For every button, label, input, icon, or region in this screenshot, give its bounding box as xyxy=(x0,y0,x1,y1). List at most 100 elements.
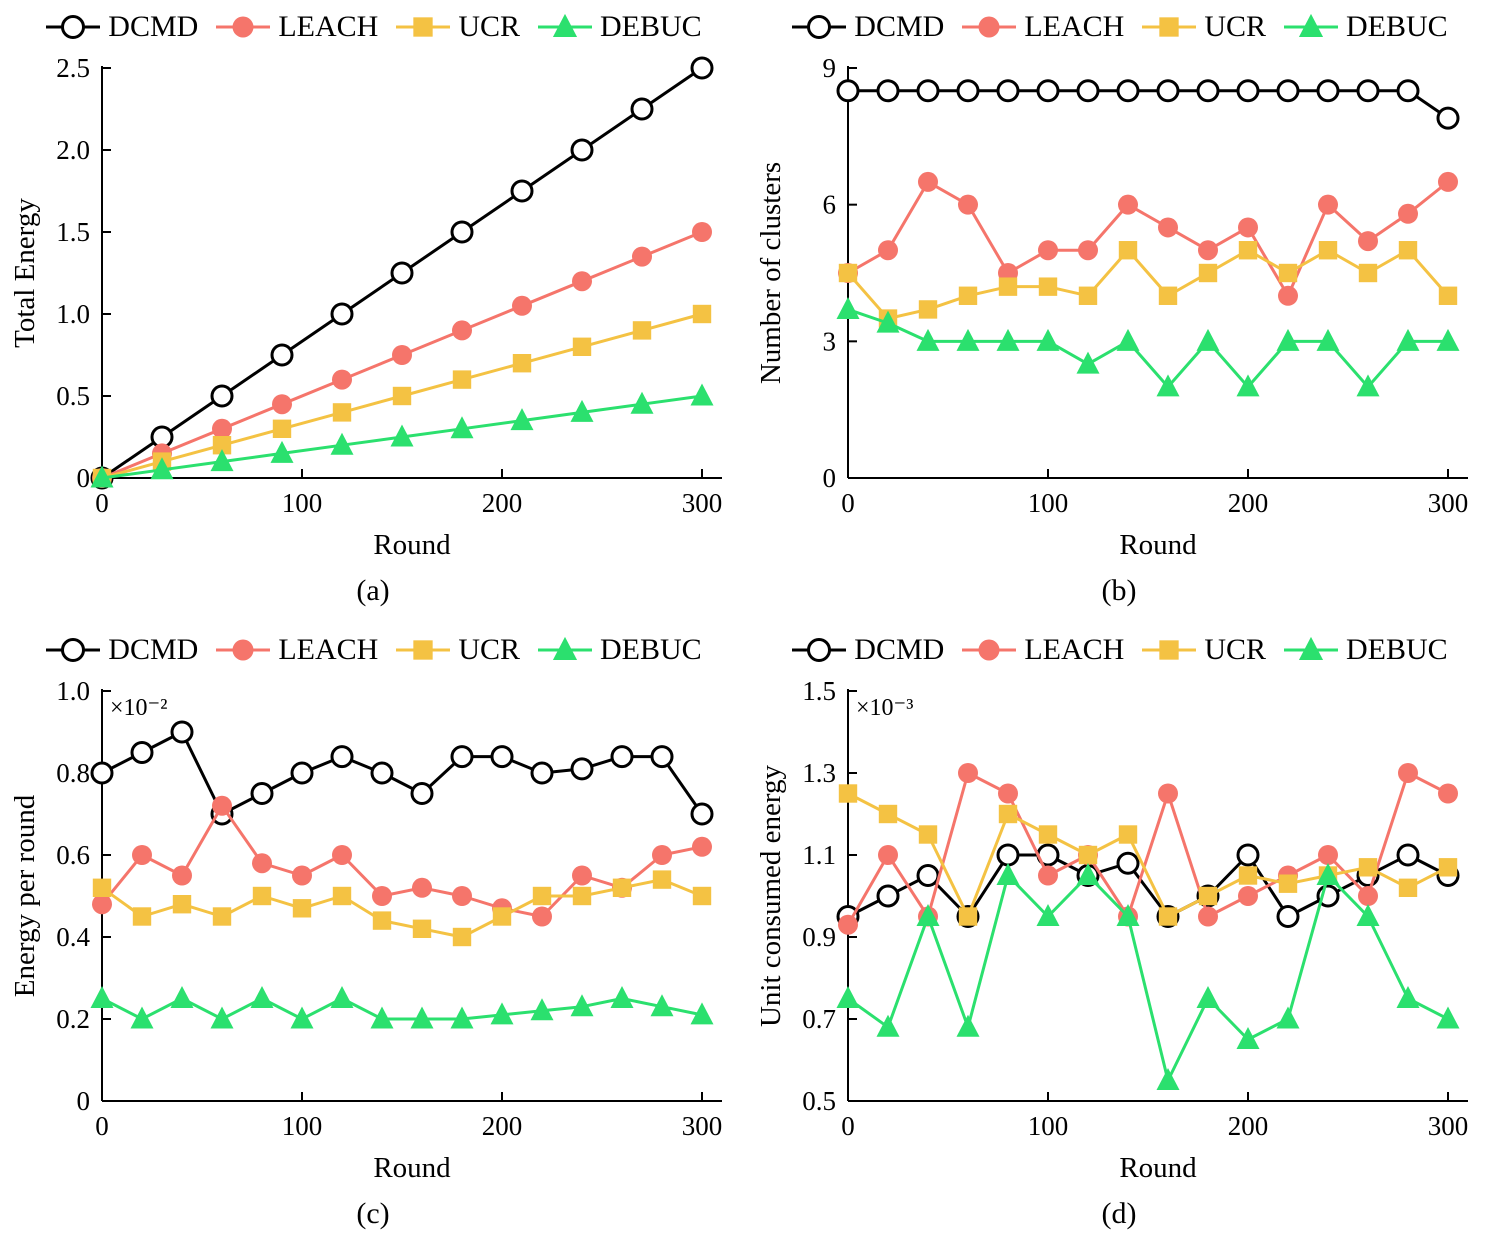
legend-label-dcmd: DCMD xyxy=(854,633,945,666)
svg-text:0.7: 0.7 xyxy=(802,1004,836,1034)
legend-label-leach: LEACH xyxy=(278,633,379,666)
legend-item-debuc: DEBUC xyxy=(1282,634,1448,666)
legend-label-debuc: DEBUC xyxy=(600,10,702,43)
svg-text:100: 100 xyxy=(282,1111,323,1141)
legend-label-ucr: UCR xyxy=(1204,633,1266,666)
svg-text:1.3: 1.3 xyxy=(802,758,836,788)
leach-marker-icon xyxy=(962,639,1017,661)
svg-text:0: 0 xyxy=(841,488,855,518)
legend-item-debuc: DEBUC xyxy=(536,11,702,43)
ucr-marker-icon xyxy=(396,640,451,660)
leach-marker-icon xyxy=(962,16,1017,38)
svg-text:100: 100 xyxy=(282,488,323,518)
svg-text:0: 0 xyxy=(95,488,109,518)
legend-label-ucr: UCR xyxy=(458,10,520,43)
debuc-marker-icon xyxy=(538,13,592,37)
legend-item-leach: LEACH xyxy=(960,634,1124,666)
legend-label-debuc: DEBUC xyxy=(600,633,702,666)
dcmd-marker-icon xyxy=(792,638,847,662)
chart-a-sublabel: (a) xyxy=(356,574,390,607)
dcmd-marker-icon xyxy=(46,638,101,662)
svg-text:Round: Round xyxy=(1119,1152,1197,1184)
legend-a: DCMD LEACH UCR DEBUC xyxy=(44,4,702,50)
svg-text:0: 0 xyxy=(95,1111,109,1141)
legend-label-ucr: UCR xyxy=(458,633,520,666)
svg-text:0.5: 0.5 xyxy=(802,1086,836,1116)
legend-label-ucr: UCR xyxy=(1204,10,1266,43)
chart-c-canvas: 0 100 200 300 0 0.2 0.4 0.6 0.8 1.0 Round Energy pe… xyxy=(9,676,723,1184)
legend-label-debuc: DEBUC xyxy=(1346,633,1448,666)
svg-text:300: 300 xyxy=(682,488,723,518)
chart-a-canvas: 0 100 200 300 0 0.5 1.0 1.5 2.0 2.5 Round Total Ene… xyxy=(9,53,723,561)
legend-item-ucr: UCR xyxy=(1140,634,1266,666)
svg-text:0.5: 0.5 xyxy=(56,381,90,411)
legend-c: DCMD LEACH UCR DEBUC xyxy=(44,627,702,673)
svg-text:Round: Round xyxy=(1119,529,1197,561)
svg-text:300: 300 xyxy=(1428,488,1469,518)
legend-label-debuc: DEBUC xyxy=(1346,10,1448,43)
svg-text:9: 9 xyxy=(823,53,837,83)
svg-text:0.6: 0.6 xyxy=(56,840,90,870)
panel-a: DCMD LEACH UCR DEBUC 0 100 200 300 0 0.5 1.0 1.… xyxy=(0,0,746,623)
svg-text:1.5: 1.5 xyxy=(56,217,90,247)
svg-text:×10⁻²: ×10⁻² xyxy=(110,695,167,721)
legend-label-dcmd: DCMD xyxy=(854,10,945,43)
svg-text:1.5: 1.5 xyxy=(802,676,836,706)
svg-text:200: 200 xyxy=(482,488,523,518)
dcmd-marker-icon xyxy=(46,15,101,39)
debuc-marker-icon xyxy=(538,636,592,660)
svg-text:Round: Round xyxy=(373,529,451,561)
svg-text:0.8: 0.8 xyxy=(56,758,90,788)
svg-text:200: 200 xyxy=(1228,1111,1269,1141)
svg-text:Round: Round xyxy=(373,1152,451,1184)
legend-item-debuc: DEBUC xyxy=(536,634,702,666)
svg-text:Total Energy: Total Energy xyxy=(9,198,41,348)
svg-text:0.2: 0.2 xyxy=(56,1004,90,1034)
svg-text:Number of clusters: Number of clusters xyxy=(755,162,787,384)
svg-text:1.0: 1.0 xyxy=(56,299,90,329)
svg-text:0: 0 xyxy=(77,463,91,493)
ucr-marker-icon xyxy=(1142,17,1197,37)
ucr-marker-icon xyxy=(396,17,451,37)
svg-text:300: 300 xyxy=(1428,1111,1469,1141)
panel-b: DCMD LEACH UCR DEBUC 0 100 200 300 0 3 6 9 Round… xyxy=(746,0,1492,623)
svg-text:0.4: 0.4 xyxy=(56,922,90,952)
svg-text:2.5: 2.5 xyxy=(56,53,90,83)
legend-label-dcmd: DCMD xyxy=(108,10,199,43)
svg-text:6: 6 xyxy=(823,190,837,220)
legend-label-leach: LEACH xyxy=(1024,633,1125,666)
legend-label-leach: LEACH xyxy=(278,10,379,43)
chart-c-sublabel: (c) xyxy=(356,1197,390,1230)
legend-b: DCMD LEACH UCR DEBUC xyxy=(790,4,1448,50)
svg-text:2.0: 2.0 xyxy=(56,135,90,165)
chart-b-canvas: 0 100 200 300 0 3 6 9 Round Number of clusters xyxy=(755,53,1469,561)
svg-text:0: 0 xyxy=(823,463,837,493)
legend-item-ucr: UCR xyxy=(394,634,520,666)
legend-item-leach: LEACH xyxy=(214,11,378,43)
svg-text:300: 300 xyxy=(682,1111,723,1141)
legend-item-ucr: UCR xyxy=(1140,11,1266,43)
panel-c: DCMD LEACH UCR DEBUC 0 100 200 300 0 0.2 0.4 0.… xyxy=(0,623,746,1246)
legend-item-debuc: DEBUC xyxy=(1282,11,1448,43)
legend-item-dcmd: DCMD xyxy=(44,11,198,43)
svg-text:0: 0 xyxy=(77,1086,91,1116)
leach-marker-icon xyxy=(216,639,271,661)
legend-label-dcmd: DCMD xyxy=(108,633,199,666)
svg-text:Unit consumed energy: Unit consumed energy xyxy=(755,764,787,1027)
legend-item-leach: LEACH xyxy=(214,634,378,666)
legend-item-dcmd: DCMD xyxy=(790,634,944,666)
svg-text:0: 0 xyxy=(841,1111,855,1141)
svg-text:200: 200 xyxy=(482,1111,523,1141)
debuc-marker-icon xyxy=(1284,636,1338,660)
svg-text:Energy per round: Energy per round xyxy=(9,794,41,997)
legend-d: DCMD LEACH UCR DEBUC xyxy=(790,627,1448,673)
dcmd-marker-icon xyxy=(792,15,847,39)
debuc-marker-icon xyxy=(1284,13,1338,37)
svg-text:×10⁻³: ×10⁻³ xyxy=(856,695,913,721)
svg-text:1.1: 1.1 xyxy=(802,840,836,870)
legend-label-leach: LEACH xyxy=(1024,10,1125,43)
svg-text:200: 200 xyxy=(1228,488,1269,518)
svg-text:3: 3 xyxy=(823,326,837,356)
svg-text:100: 100 xyxy=(1028,488,1069,518)
